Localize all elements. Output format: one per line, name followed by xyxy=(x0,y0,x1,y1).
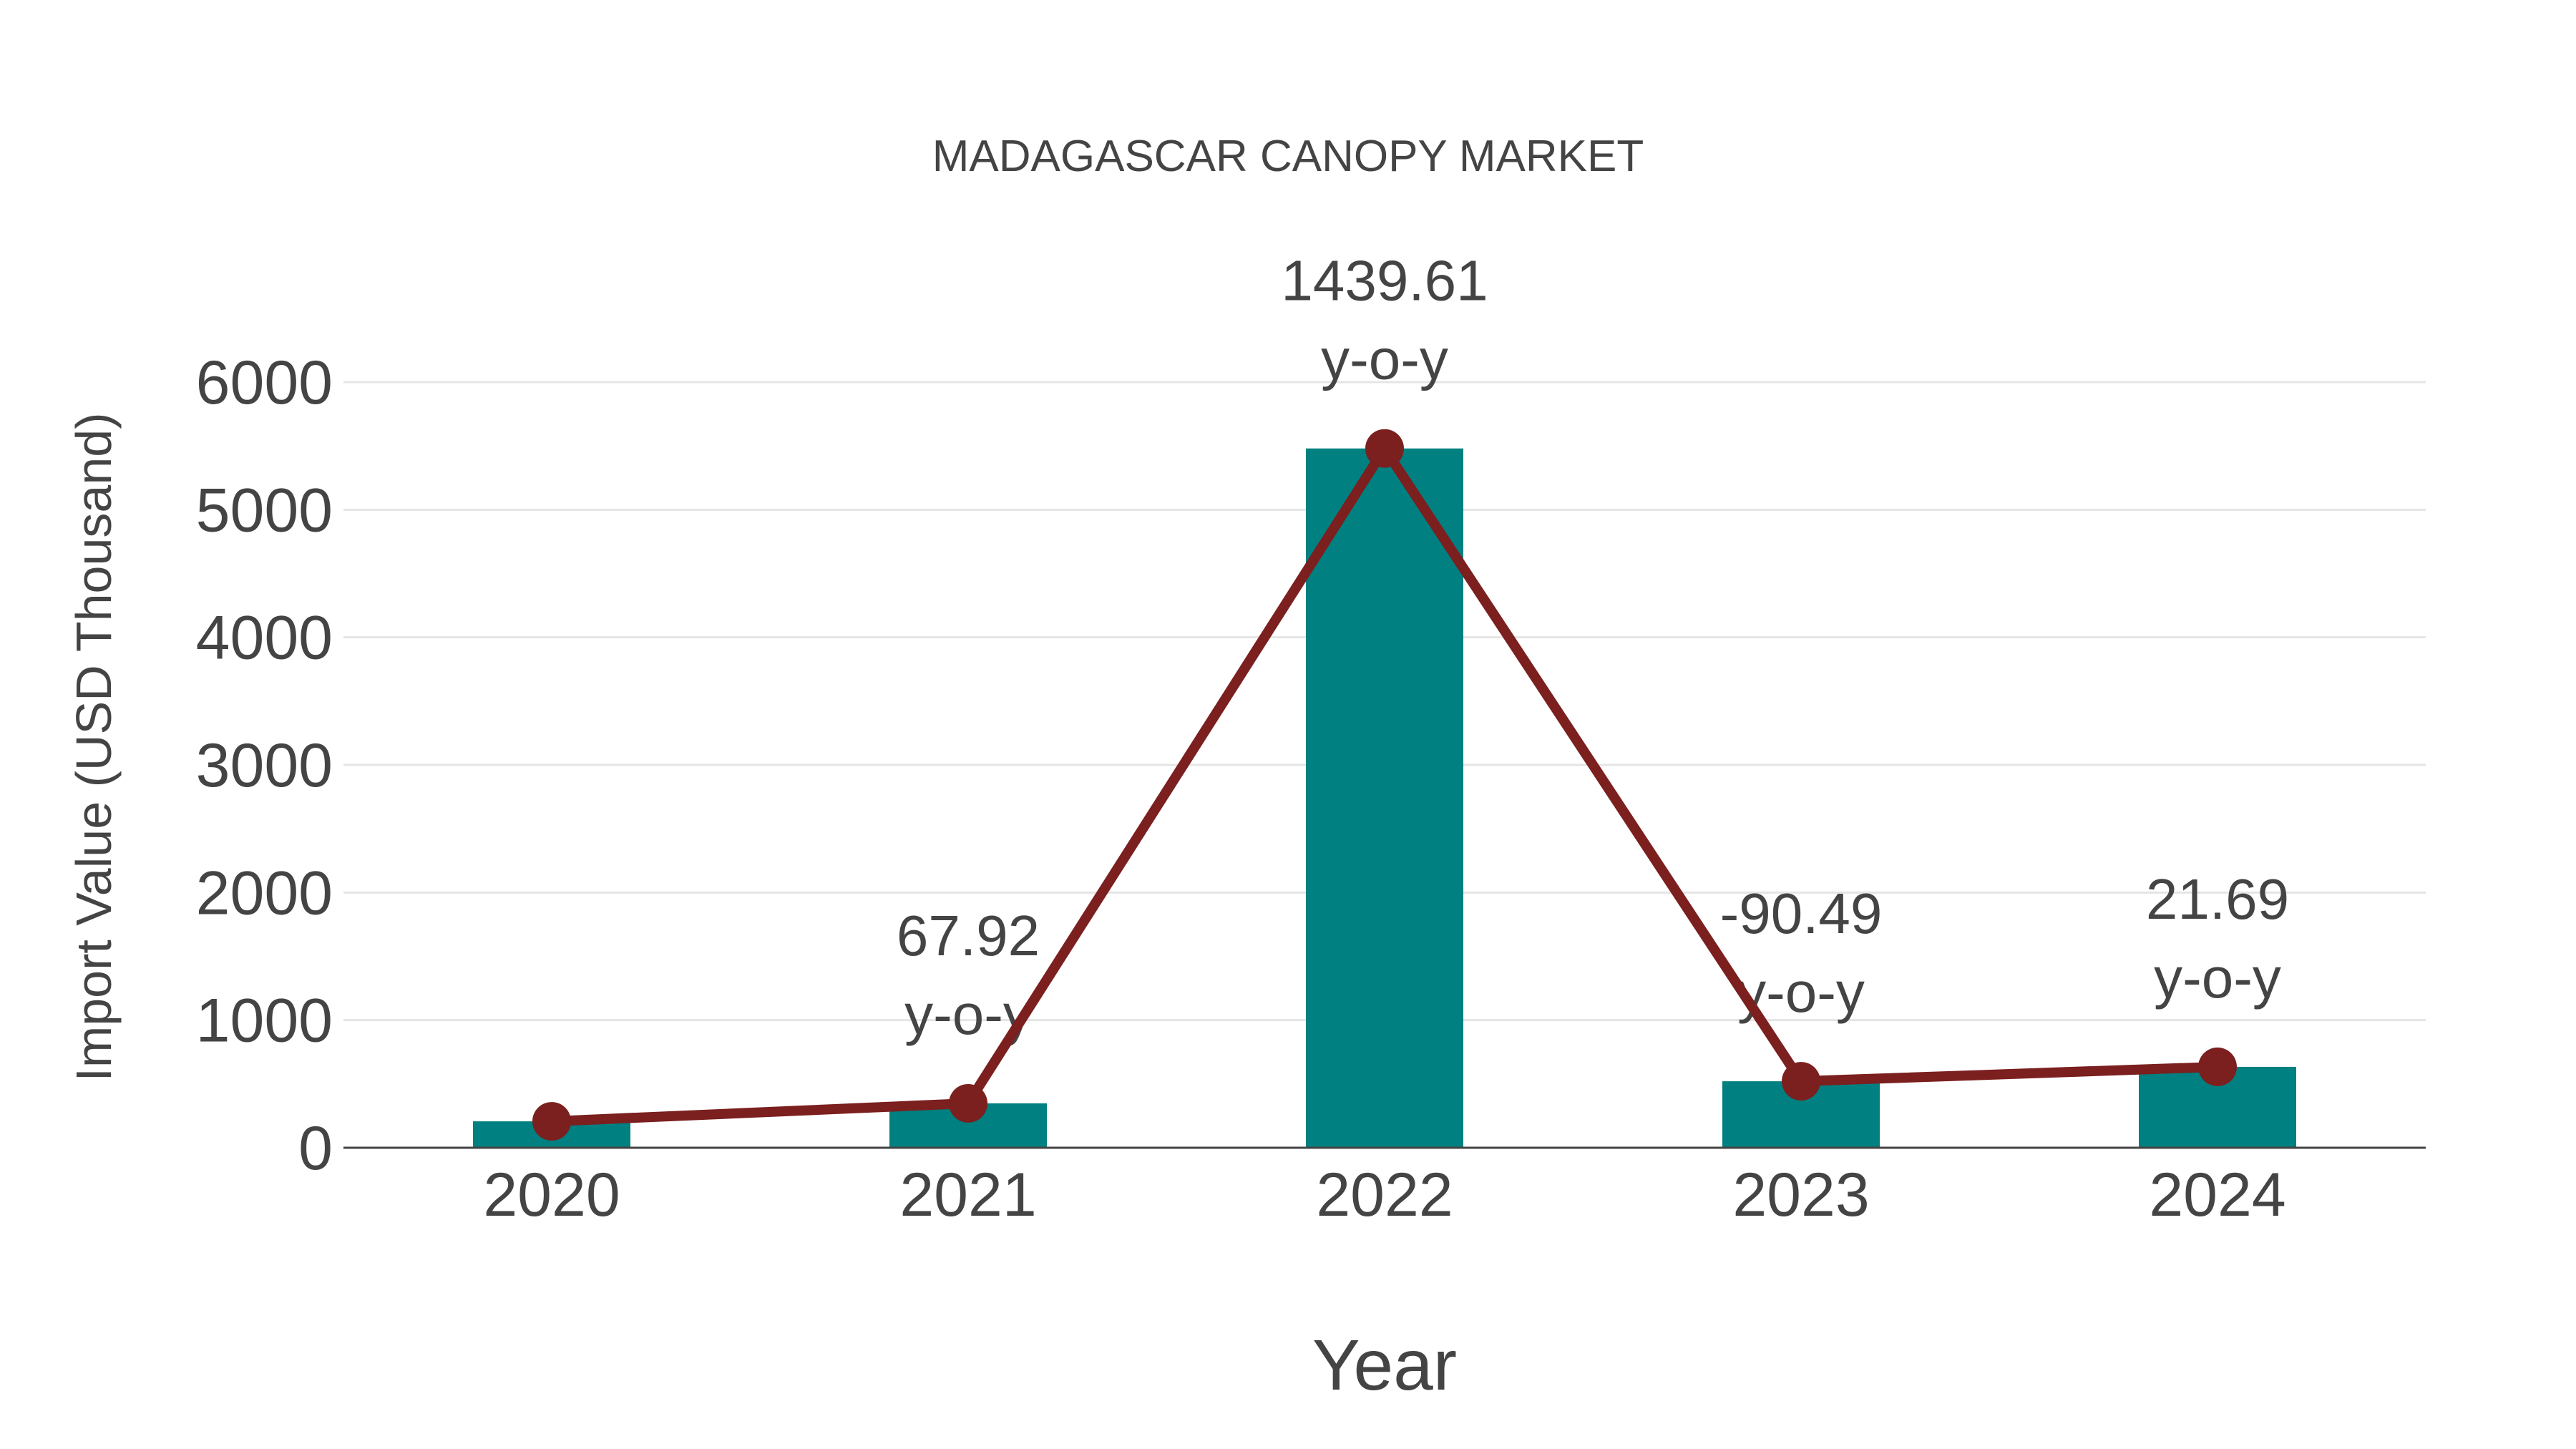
x-tick-label: 2024 xyxy=(2149,1161,2285,1229)
x-tick-label: 2023 xyxy=(1732,1161,1869,1229)
yoy-value-label: 21.69 xyxy=(2146,867,2289,931)
bars xyxy=(473,448,2296,1148)
y-tick-label: 5000 xyxy=(196,476,333,545)
x-tick-label: 2020 xyxy=(483,1161,620,1229)
trend-marker xyxy=(532,1102,571,1141)
trend-marker xyxy=(949,1083,987,1123)
y-axis-title: Import Value (USD Thousand) xyxy=(66,412,122,1081)
trend-marker xyxy=(1782,1062,1820,1101)
trend-marker xyxy=(2198,1047,2237,1086)
bar-2022 xyxy=(1306,448,1463,1148)
x-axis-ticks: 2020 2021 2022 2023 2024 xyxy=(483,1161,2285,1229)
x-axis-title: Year xyxy=(1312,1325,1457,1405)
y-tick-label: 6000 xyxy=(196,348,333,417)
y-tick-label: 4000 xyxy=(196,604,333,673)
y-tick-label: 2000 xyxy=(196,859,333,927)
yoy-suffix-label: y-o-y xyxy=(2154,946,2281,1010)
yoy-annotations: 67.92y-o-y1439.61y-o-y-90.49y-o-y21.69y-… xyxy=(897,249,2289,1046)
chart-title: MADAGASCAR CANOPY MARKET xyxy=(932,132,1644,181)
x-tick-label: 2021 xyxy=(899,1161,1036,1229)
y-tick-label: 1000 xyxy=(196,987,333,1055)
yoy-value-label: -90.49 xyxy=(1720,882,1883,945)
y-tick-label: 0 xyxy=(298,1114,333,1183)
trend-marker xyxy=(1365,429,1404,468)
trend-line xyxy=(532,429,2237,1141)
x-tick-label: 2022 xyxy=(1316,1161,1453,1229)
yoy-value-label: 67.92 xyxy=(897,904,1040,967)
y-tick-label: 3000 xyxy=(196,731,333,800)
yoy-suffix-label: y-o-y xyxy=(1321,328,1448,391)
yoy-value-label: 1439.61 xyxy=(1281,249,1488,313)
y-axis-ticks: 0 1000 2000 3000 4000 5000 6000 xyxy=(196,348,333,1183)
